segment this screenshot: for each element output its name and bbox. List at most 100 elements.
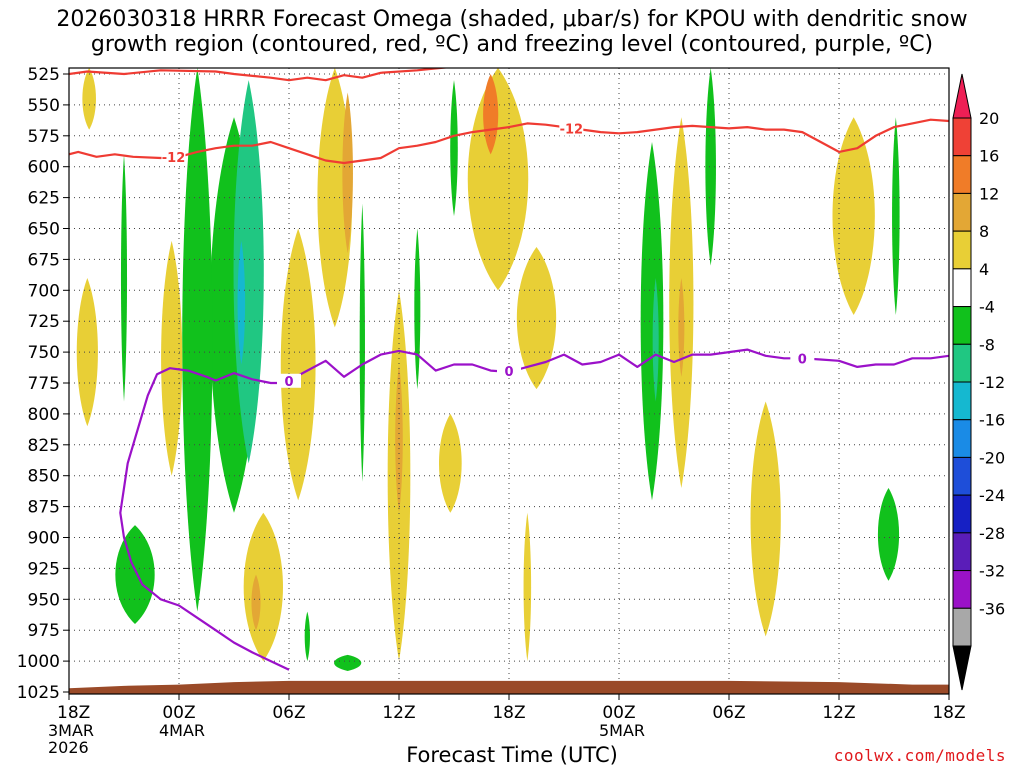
colorbar-label: -16 — [979, 411, 1005, 430]
colorbar-segment — [952, 155, 972, 194]
omega-region-yellow — [76, 277, 98, 427]
omega-region-yellow — [161, 240, 183, 476]
y-tick-label: 950 — [28, 590, 60, 610]
omega-region-orange — [483, 74, 499, 155]
y-tick-label: 850 — [28, 467, 60, 487]
omega-region-yellow — [516, 247, 557, 390]
colorbar-segment — [952, 570, 972, 609]
credit-link[interactable]: coolwx.com/models — [833, 746, 1006, 765]
y-tick-label: 825 — [28, 436, 60, 456]
colorbar-label: 4 — [979, 260, 989, 279]
colorbar-segment — [952, 268, 972, 308]
y-tick-label: 900 — [28, 529, 60, 549]
omega-region-green — [120, 154, 128, 402]
y-tick-label: 975 — [28, 621, 60, 641]
colorbar-label: -12 — [979, 373, 1005, 392]
terrain-surface — [69, 680, 949, 694]
y-tick-label: 750 — [28, 343, 60, 363]
colorbar-segment — [952, 419, 972, 458]
y-tick-label: 800 — [28, 405, 60, 425]
omega-region-green — [877, 488, 900, 581]
colorbar-label: -20 — [979, 448, 1005, 467]
omega-region-yellow — [438, 413, 462, 513]
omega-region-cyan — [237, 240, 246, 365]
colorbar-label: 20 — [979, 109, 999, 128]
y-tick-label: 725 — [28, 312, 60, 332]
omega-region-green — [450, 80, 458, 217]
y-axis: 525 550 575 600 625 650 675 700 725 750 775 800 825 8… — [17, 65, 69, 703]
x-axis-title: Forecast Time (UTC) — [406, 743, 618, 767]
colorbar-label: -4 — [979, 298, 995, 317]
omega-region-yellow — [832, 117, 875, 316]
omega-region-yellow — [82, 68, 96, 130]
x-tick-label: 18Z — [492, 703, 525, 723]
x-tick-label: 00Z — [162, 703, 195, 723]
contour-layer: -12 -12 0 0 0 — [69, 62, 949, 671]
colorbar-arrow-top — [952, 73, 972, 119]
colorbar-segment — [952, 532, 972, 572]
dgz-contour-label: -12 — [162, 151, 186, 166]
x-tick-sublabel: 5MAR — [599, 721, 645, 740]
colorbar-segment — [952, 456, 972, 496]
contour-label-bg — [559, 121, 584, 136]
dgz-contour — [69, 118, 949, 165]
omega-region-green — [304, 611, 310, 662]
y-tick-label: 525 — [28, 65, 60, 85]
omega-region-teal — [233, 80, 264, 464]
omega-region-green — [414, 228, 421, 390]
contour-label-bg — [161, 150, 186, 165]
y-tick-label: 625 — [28, 189, 60, 209]
omega-region-green — [705, 68, 716, 266]
omega-shading-layer — [76, 68, 900, 671]
freezing-contour-label: 0 — [504, 365, 513, 380]
omega-region-yellow — [243, 512, 283, 662]
y-tick-label: 1025 — [17, 683, 60, 703]
dgz-contour-label: -12 — [560, 123, 584, 138]
omega-region-teal — [652, 277, 659, 402]
y-tick-label: 650 — [28, 220, 60, 240]
dgz-contour — [69, 68, 452, 82]
contour-label-bg — [790, 351, 815, 366]
chart-title-line-1: 2026030318 HRRR Forecast Omega (shaded, … — [56, 7, 968, 32]
colorbar-segment — [952, 230, 972, 270]
colorbar: 20 16 12 8 4 -4 -8 -12 -16 -20 -24 -28 -32 -36 — [952, 73, 1005, 691]
colorbar-label: 12 — [979, 184, 999, 203]
colorbar-segment — [952, 343, 972, 383]
x-tick-label: 18Z — [932, 703, 965, 723]
omega-region-orange — [251, 574, 261, 631]
omega-region-yellow — [467, 68, 529, 291]
colorbar-label: -36 — [979, 599, 1005, 618]
colorbar-label: -8 — [979, 335, 995, 354]
x-tick-label: 12Z — [822, 703, 855, 723]
colorbar-label: 16 — [979, 147, 999, 166]
omega-region-yellow — [280, 228, 316, 501]
freezing-contour-label: 0 — [284, 375, 293, 390]
y-tick-label: 575 — [28, 127, 60, 147]
y-tick-label: 550 — [28, 96, 60, 116]
y-tick-label: 925 — [28, 559, 60, 579]
x-tick-label: 06Z — [272, 703, 305, 723]
dgz-contour — [252, 62, 289, 66]
contour-label-bg — [497, 363, 521, 378]
omega-region-orange — [342, 92, 353, 254]
chart-title-line-2: growth region (contoured, red, ºC) and f… — [90, 32, 934, 57]
freezing-level-contour — [119, 348, 949, 671]
colorbar-label: -32 — [979, 562, 1005, 581]
omega-region-green — [115, 525, 155, 625]
x-tick-label: 00Z — [602, 703, 635, 723]
colorbar-segment — [952, 117, 972, 157]
omega-region-green — [359, 203, 365, 482]
x-tick-sublabel: 3MAR — [48, 721, 94, 740]
x-tick-label: 12Z — [382, 703, 415, 723]
colorbar-label: 8 — [979, 222, 989, 241]
y-tick-label: 675 — [28, 250, 60, 270]
y-tick-label: 775 — [28, 374, 60, 394]
omega-region-green — [334, 654, 362, 671]
omega-region-green — [640, 141, 664, 501]
colorbar-label: -24 — [979, 486, 1005, 505]
omega-region-yellow — [523, 512, 532, 662]
colorbar-segment — [952, 192, 972, 232]
x-tick-sublabel: 2026 — [48, 738, 89, 757]
